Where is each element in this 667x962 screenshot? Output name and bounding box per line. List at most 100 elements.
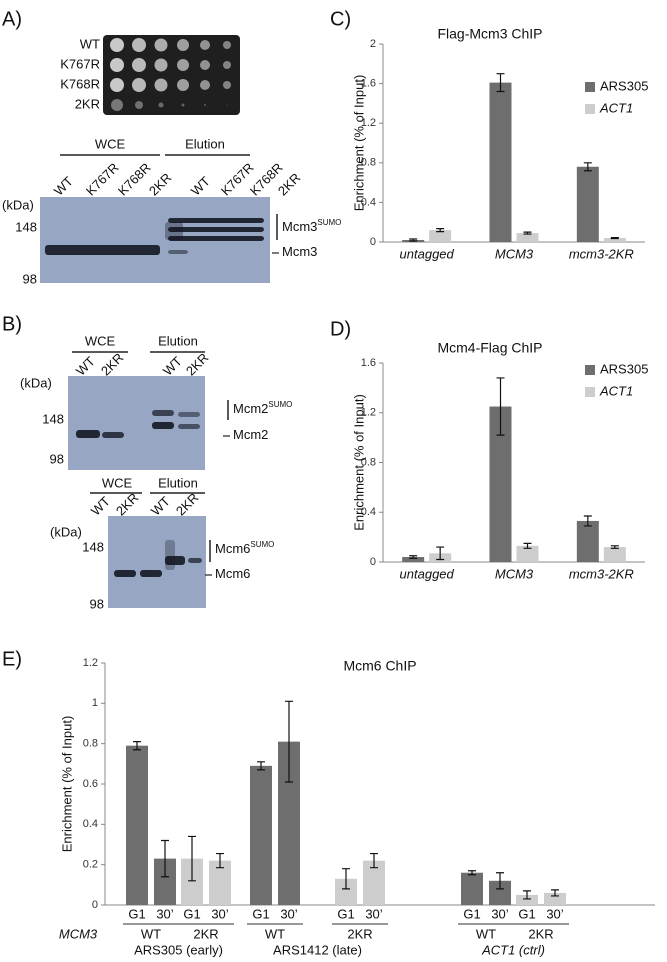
band-name: Mcm2	[233, 427, 268, 442]
x-tick-label: G1	[183, 906, 200, 921]
legend-label: ACT1	[599, 383, 633, 398]
spot	[223, 81, 231, 89]
y-axis-label: Enrichment (% of Input)	[351, 394, 366, 531]
bar	[544, 892, 566, 905]
blot-band	[168, 227, 264, 232]
spot	[200, 40, 210, 50]
legend-swatch	[585, 104, 595, 114]
y-tick-label: 1.6	[361, 78, 376, 90]
spot	[135, 101, 143, 109]
error-bar	[342, 868, 350, 890]
bar	[516, 545, 539, 562]
lane-label: WT	[51, 174, 76, 199]
x-tick-label: G1	[337, 906, 354, 921]
row-label: MCM3	[59, 926, 98, 941]
lane-group-label: Elution	[185, 136, 225, 151]
x-tick-label: 30’	[280, 906, 297, 921]
spot	[200, 80, 210, 90]
x-tick-label: MCM3	[495, 246, 534, 261]
spot-plate	[103, 35, 240, 115]
y-tick-label: 0.8	[361, 157, 376, 169]
lane-label: 2KR	[113, 490, 141, 518]
bar	[489, 880, 511, 905]
x-tick-label: G1	[252, 906, 269, 921]
band-sup: SUMO	[268, 400, 292, 409]
lane-label: WT	[188, 174, 213, 199]
lane-label: WT	[88, 494, 113, 519]
spot-row-label: 2KR	[75, 96, 100, 111]
band-label: Mcm6	[215, 566, 250, 581]
subgroup-label: 2KR	[347, 926, 372, 941]
blot-band	[140, 570, 162, 577]
subgroup-label: WT	[265, 926, 285, 941]
band-name: Mcm3	[282, 244, 317, 259]
mw-label: 148	[42, 411, 64, 426]
error-bar	[583, 515, 592, 527]
bar	[461, 872, 483, 905]
y-tick-label: 0.8	[361, 456, 376, 468]
error-bar	[468, 870, 476, 876]
error-bar	[523, 231, 532, 235]
spot	[204, 104, 206, 106]
band-sup: SUMO	[317, 218, 341, 227]
panel-label: D)	[330, 318, 351, 340]
y-tick-label: 1.2	[361, 407, 376, 419]
bar	[576, 166, 599, 242]
lane-label: K768R	[115, 160, 154, 199]
y-tick-label: 0.4	[361, 196, 376, 208]
blot-band	[178, 412, 200, 417]
error-bar	[133, 741, 141, 751]
spot	[226, 104, 228, 106]
subgroup-label: WT	[476, 926, 496, 941]
y-tick-label: 2	[370, 38, 376, 50]
bar	[603, 547, 626, 562]
band-name: Mcm2	[233, 401, 268, 416]
panel-label: C)	[330, 8, 351, 30]
bar	[363, 860, 385, 905]
x-tick-label: G1	[128, 906, 145, 921]
y-tick-label: 0.4	[361, 506, 376, 518]
blot-band	[165, 540, 175, 570]
mw-label: 98	[50, 451, 64, 466]
spot	[177, 79, 189, 91]
y-tick-label: 1.2	[361, 117, 376, 129]
bar	[516, 894, 538, 905]
y-tick-label: 0.2	[83, 859, 98, 871]
lane-group-label: Elution	[158, 475, 198, 490]
bar	[278, 741, 300, 905]
bar	[603, 238, 626, 242]
spot	[110, 38, 124, 52]
spot-row-label: WT	[80, 36, 100, 51]
lane-label: 2KR	[98, 350, 126, 378]
bar	[489, 406, 512, 562]
spot	[111, 99, 123, 111]
y-tick-label: 1.2	[83, 657, 98, 669]
x-tick-label: mcm3-2KR	[569, 566, 634, 581]
bar	[154, 858, 176, 905]
error-bar	[496, 73, 505, 93]
chart-title: Mcm4-Flag ChIP	[437, 340, 542, 356]
y-tick-label: 1.6	[361, 357, 376, 369]
y-tick-label: 0.8	[83, 738, 98, 750]
lane-label: WT	[148, 494, 173, 519]
error-bar	[496, 872, 504, 890]
spot	[223, 41, 231, 49]
error-bar	[409, 238, 418, 242]
error-bar	[551, 889, 559, 897]
lane-label: 2KR	[183, 350, 211, 378]
blot-band	[188, 558, 202, 563]
bar	[402, 557, 425, 562]
spot	[154, 38, 168, 52]
blot-band	[168, 218, 264, 223]
blot-band	[45, 245, 160, 255]
band-name: Mcm6	[215, 566, 250, 581]
legend-swatch	[585, 82, 595, 92]
spot	[223, 61, 231, 69]
lane-group-label: WCE	[85, 333, 116, 348]
lane-group-label: WCE	[95, 136, 126, 151]
bar	[126, 745, 148, 905]
lane-group-label: Elution	[158, 333, 198, 348]
lane-label: 2KR	[173, 490, 201, 518]
